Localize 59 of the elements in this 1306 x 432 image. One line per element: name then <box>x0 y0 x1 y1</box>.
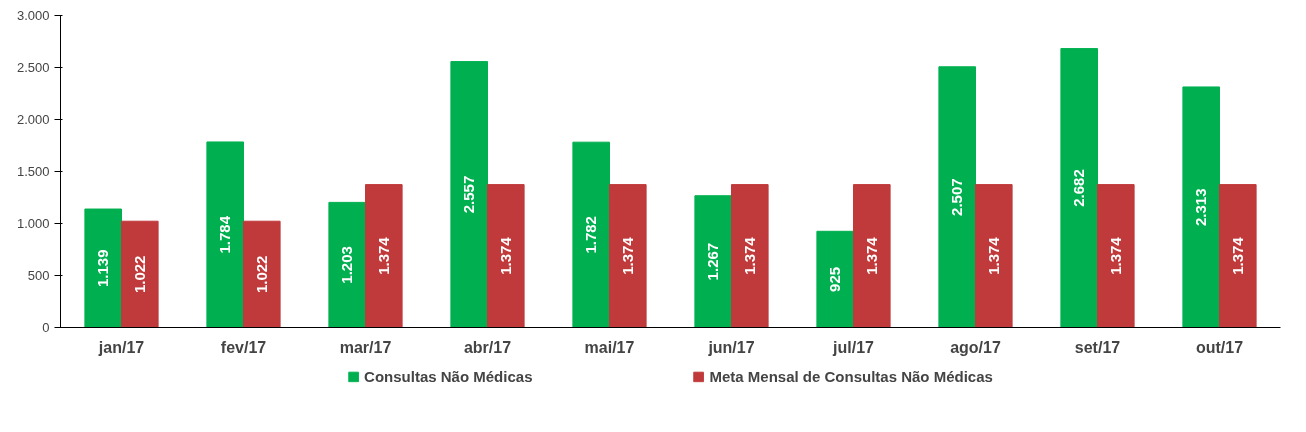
x-tick-label: jun/17 <box>707 338 755 356</box>
data-label: 1.374 <box>374 236 392 275</box>
bar <box>206 141 244 328</box>
bar <box>450 61 488 328</box>
x-tick-label: set/17 <box>1074 338 1121 356</box>
data-label: 925 <box>826 266 844 292</box>
y-tick-label: 2.500 <box>16 60 50 75</box>
y-tick-label: 1.500 <box>16 164 50 179</box>
bar <box>243 220 281 328</box>
data-label: 1.374 <box>1106 236 1124 275</box>
data-label: 1.374 <box>496 236 514 275</box>
bar <box>572 141 610 328</box>
data-label: 1.022 <box>130 255 148 294</box>
x-tick-label: jan/17 <box>97 338 145 356</box>
data-label: 2.313 <box>1192 188 1210 226</box>
data-label: 1.203 <box>338 246 356 284</box>
data-label: 1.139 <box>94 249 112 288</box>
legend-label: Meta Mensal de Consultas Não Médicas <box>709 367 993 385</box>
x-tick-label: fev/17 <box>220 338 267 356</box>
bar <box>938 66 976 328</box>
bar <box>1219 184 1257 328</box>
bar <box>121 220 159 328</box>
legend-label: Consultas Não Médicas <box>364 367 533 385</box>
bar <box>609 184 647 328</box>
x-tick-label: out/17 <box>1195 338 1244 356</box>
data-label: 2.557 <box>460 175 478 214</box>
bar <box>731 184 769 328</box>
bar <box>365 184 403 328</box>
bar <box>694 195 732 328</box>
bar <box>1182 86 1220 328</box>
x-tick-label: mai/17 <box>584 338 635 356</box>
bar <box>1097 184 1135 328</box>
data-label: 1.782 <box>582 216 600 254</box>
bar <box>84 208 122 328</box>
data-label: 2.507 <box>948 178 966 216</box>
x-tick-label: abr/17 <box>463 338 512 356</box>
data-label: 1.374 <box>1228 236 1246 275</box>
y-tick-label: 0 <box>42 320 50 335</box>
data-label: 1.374 <box>984 236 1002 275</box>
bar <box>816 230 854 328</box>
y-tick-label: 500 <box>27 268 50 283</box>
bar <box>853 184 891 328</box>
x-tick-label: ago/17 <box>950 338 1001 356</box>
data-label: 1.374 <box>862 236 880 275</box>
data-label: 2.682 <box>1070 169 1088 207</box>
data-label: 1.267 <box>704 242 722 281</box>
data-label: 1.374 <box>618 236 636 275</box>
bar <box>487 184 525 328</box>
bar <box>975 184 1013 328</box>
y-tick-label: 1.000 <box>16 216 50 231</box>
x-tick-label: jul/17 <box>832 338 875 356</box>
data-label: 1.022 <box>252 255 270 294</box>
bar <box>328 201 366 328</box>
bar <box>1060 48 1098 328</box>
data-label: 1.374 <box>740 236 758 275</box>
x-tick-label: mar/17 <box>339 338 392 356</box>
data-label: 1.784 <box>216 215 234 254</box>
y-tick-label: 2.000 <box>16 112 50 127</box>
y-tick-label: 3.000 <box>16 8 50 23</box>
